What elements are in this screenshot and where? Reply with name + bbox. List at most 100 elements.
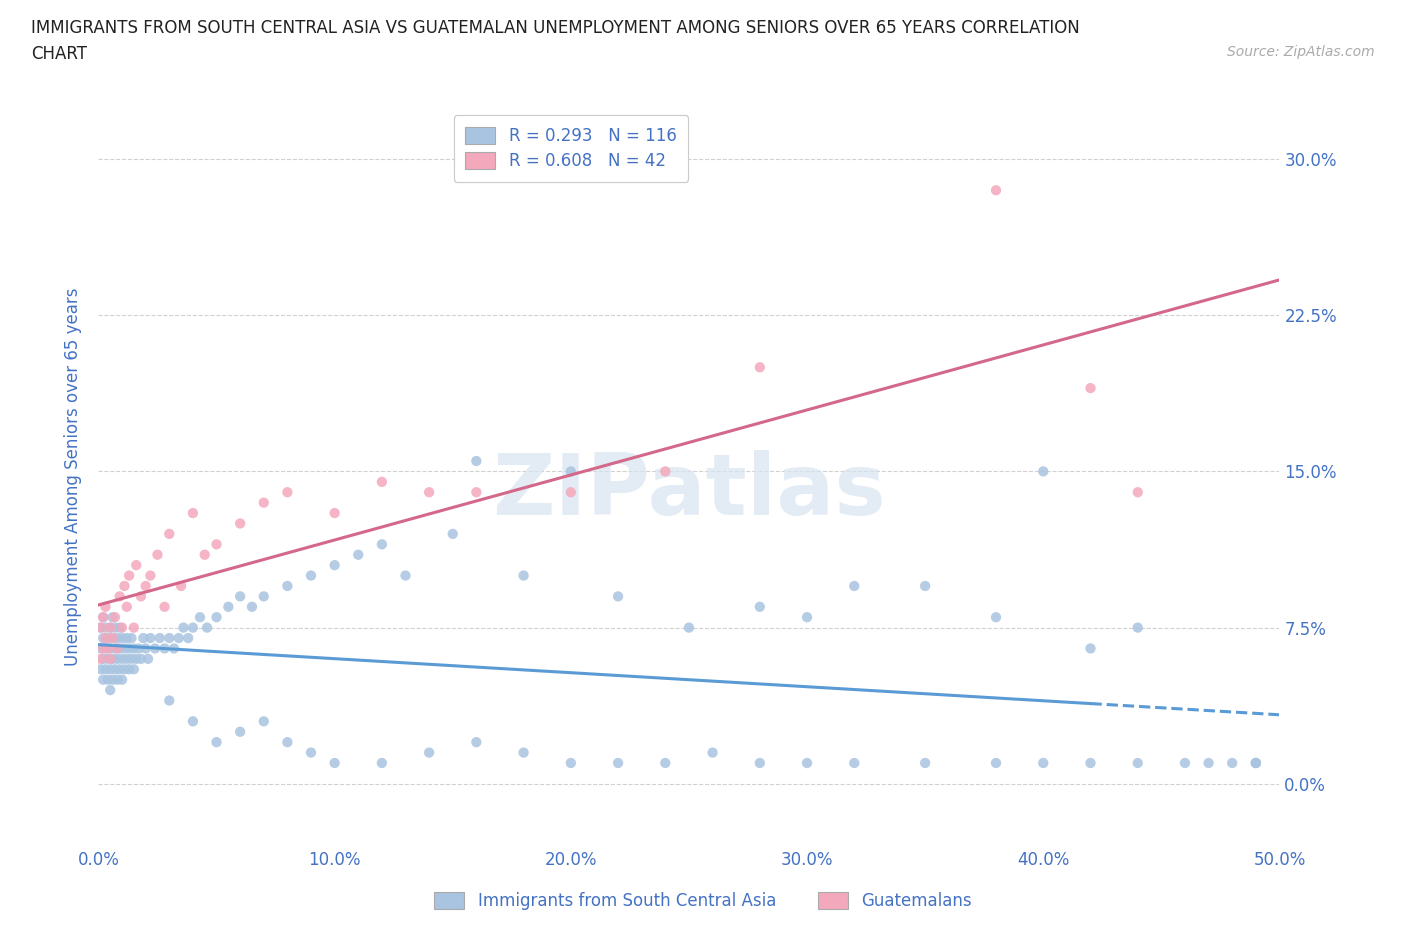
Point [678, 620, 700, 635]
Point [607, 589, 630, 604]
Point [98, 641, 121, 656]
Point [394, 568, 416, 583]
Point [1220, 755, 1243, 770]
Point [1032, 464, 1054, 479]
Point [195, 620, 218, 635]
Point [91, 631, 114, 645]
Point [90, 620, 112, 635]
Point [111, 620, 134, 635]
Point [167, 631, 190, 645]
Point [91, 641, 114, 656]
Point [108, 641, 131, 656]
Point [105, 641, 128, 656]
Point [139, 568, 162, 583]
Point [105, 631, 128, 645]
Point [115, 631, 138, 645]
Point [465, 454, 488, 469]
Point [97, 631, 120, 645]
Point [104, 610, 127, 625]
Point [1080, 641, 1102, 656]
Point [122, 641, 145, 656]
Point [97, 641, 120, 656]
Point [205, 610, 228, 625]
Point [371, 755, 394, 770]
Point [347, 547, 370, 562]
Point [984, 755, 1007, 770]
Point [118, 662, 141, 677]
Point [111, 631, 134, 645]
Point [560, 464, 582, 479]
Point [441, 526, 464, 541]
Text: CHART: CHART [31, 45, 87, 62]
Text: ZIPatlas: ZIPatlas [492, 450, 886, 533]
Point [702, 745, 724, 760]
Point [104, 620, 127, 635]
Point [111, 651, 134, 666]
Point [323, 558, 346, 573]
Point [98, 683, 121, 698]
Point [90, 662, 112, 677]
Point [418, 485, 440, 499]
Point [253, 714, 276, 729]
Point [94, 641, 117, 656]
Point [157, 693, 180, 708]
Point [121, 631, 143, 645]
Point [125, 558, 148, 573]
Point [146, 547, 169, 562]
Point [276, 485, 298, 499]
Point [1244, 755, 1267, 770]
Point [108, 589, 131, 604]
Point [1126, 485, 1149, 499]
Point [465, 735, 488, 750]
Point [1198, 755, 1220, 770]
Point [157, 526, 180, 541]
Point [157, 631, 180, 645]
Point [98, 662, 121, 677]
Point [914, 755, 936, 770]
Point [153, 599, 176, 614]
Point [654, 755, 676, 770]
Point [122, 662, 145, 677]
Point [654, 464, 676, 479]
Point [844, 578, 866, 593]
Point [105, 672, 128, 687]
Point [143, 641, 166, 656]
Point [115, 599, 138, 614]
Point [1080, 755, 1102, 770]
Point [229, 589, 252, 604]
Point [128, 641, 150, 656]
Point [129, 589, 152, 604]
Point [253, 589, 276, 604]
Point [172, 620, 194, 635]
Point [418, 745, 440, 760]
Point [115, 651, 138, 666]
Point [91, 651, 114, 666]
Point [465, 485, 488, 499]
Point [101, 651, 124, 666]
Point [101, 610, 124, 625]
Point [194, 547, 217, 562]
Point [108, 620, 131, 635]
Point [135, 641, 157, 656]
Point [118, 641, 141, 656]
Point [560, 485, 582, 499]
Legend: R = 0.293   N = 116, R = 0.608   N = 42: R = 0.293 N = 116, R = 0.608 N = 42 [454, 115, 688, 181]
Point [205, 537, 228, 551]
Point [118, 568, 141, 583]
Point [217, 599, 239, 614]
Point [139, 631, 162, 645]
Point [98, 620, 121, 635]
Point [181, 620, 204, 635]
Point [101, 672, 124, 687]
Text: Source: ZipAtlas.com: Source: ZipAtlas.com [1227, 45, 1375, 59]
Point [1126, 755, 1149, 770]
Point [111, 672, 134, 687]
Point [108, 662, 131, 677]
Point [229, 516, 252, 531]
Point [153, 641, 176, 656]
Point [105, 651, 128, 666]
Point [101, 631, 124, 645]
Point [132, 631, 155, 645]
Point [97, 651, 120, 666]
Point [371, 537, 394, 551]
